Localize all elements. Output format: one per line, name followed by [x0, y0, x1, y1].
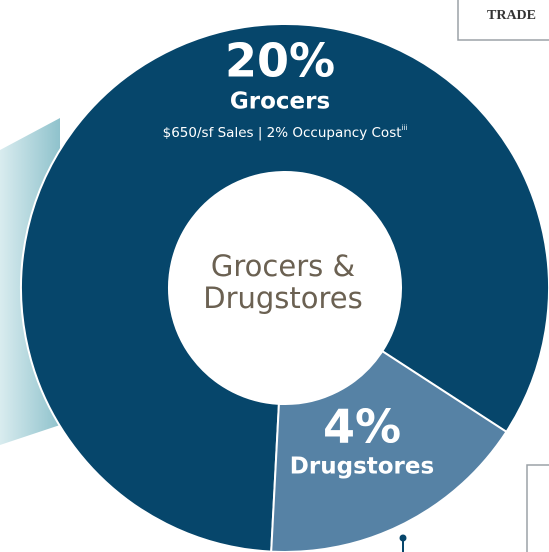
category-label: Drugstores	[290, 454, 434, 480]
side-box	[526, 464, 549, 552]
center-label: Drugstores	[203, 281, 363, 315]
donut	[20, 23, 549, 552]
value-label: 4%	[323, 400, 401, 454]
annotation-text: $650/sf Sales | 2% Occupancy Cost	[163, 125, 402, 141]
pointer-dot	[399, 534, 407, 542]
header-box-text: TRADE	[487, 8, 536, 23]
annotation-superscript: iii	[402, 124, 408, 132]
center-disc	[170, 173, 400, 403]
value-label: 20%	[225, 34, 335, 88]
annotation: $650/sf Sales | 2% Occupancy Costiii	[163, 124, 408, 141]
center-label: Grocers &	[211, 249, 355, 283]
category-label: Grocers	[230, 89, 330, 115]
header-box	[457, 0, 549, 41]
donut-segment	[20, 23, 549, 552]
